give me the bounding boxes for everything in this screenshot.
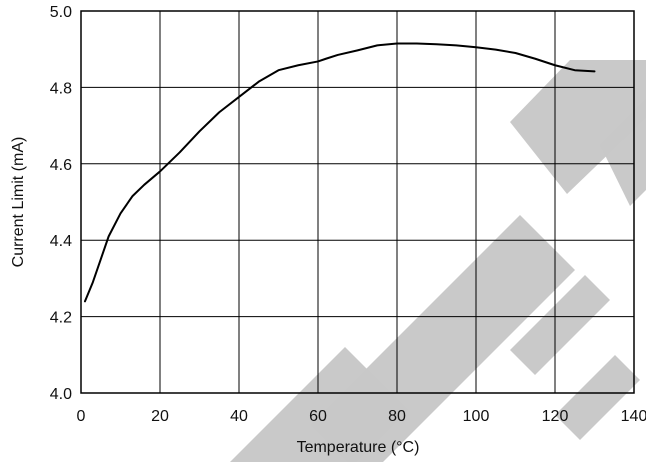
y-tick-label: 4.8	[50, 80, 72, 97]
y-axis-ticks: 4.0 4.2 4.4 4.6 4.8 5.0	[50, 4, 72, 403]
x-axis-ticks: 0 20 40 60 80 100 120 140	[77, 408, 646, 425]
x-tick-label: 100	[463, 408, 490, 425]
grid	[81, 11, 634, 393]
plot-frame	[80, 10, 635, 394]
watermark-shape-2	[510, 60, 646, 194]
series-layer	[83, 42, 596, 303]
y-tick-label: 4.0	[50, 386, 72, 403]
watermark-shape-4	[230, 347, 408, 462]
watermark	[230, 60, 646, 462]
series-line	[83, 42, 596, 303]
x-axis-title: Temperature (°C)	[297, 439, 420, 456]
x-tick-label: 120	[542, 408, 569, 425]
plot-border	[80, 10, 635, 394]
y-tick-label: 4.4	[50, 233, 72, 250]
y-tick-label: 4.2	[50, 310, 72, 327]
x-tick-label: 80	[388, 408, 406, 425]
watermark-shape-6	[555, 355, 640, 440]
x-tick-label: 60	[309, 408, 327, 425]
y-tick-label: 5.0	[50, 4, 72, 21]
x-tick-label: 0	[77, 408, 86, 425]
x-tick-label: 140	[621, 408, 646, 425]
x-tick-label: 20	[151, 408, 169, 425]
y-axis-title: Current Limit (mA)	[10, 137, 27, 268]
watermark-shape-5	[510, 275, 610, 375]
y-tick-label: 4.6	[50, 157, 72, 174]
x-tick-label: 40	[230, 408, 248, 425]
